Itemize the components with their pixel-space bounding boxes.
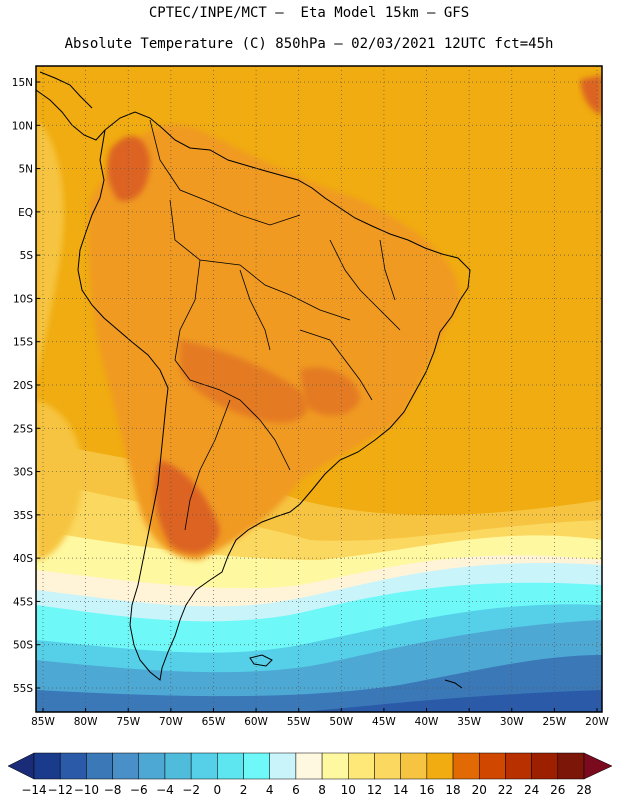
colorbar-label: −14 [21, 783, 46, 797]
lat-label: 10N [12, 120, 33, 132]
lon-label: 75W [116, 716, 140, 728]
colorbar-label: −10 [74, 783, 99, 797]
lat-label: 30S [13, 467, 33, 479]
colorbar-label: 20 [472, 783, 487, 797]
colorbar-boxes [33, 752, 585, 780]
south-georgia [444, 679, 463, 689]
lon-label: 65W [202, 716, 226, 728]
lon-label: 40W [415, 716, 439, 728]
map-frame [35, 65, 603, 713]
colorbar-box [190, 752, 218, 780]
colorbar-label: 2 [240, 783, 248, 797]
colorbar-box [86, 752, 113, 780]
map-title: CPTEC/INPE/MCT – Eta Model 15km – GFS [148, 5, 470, 21]
colorbar-label: 6 [292, 783, 300, 797]
colorbar-label: 10 [341, 783, 356, 797]
colorbar-box [452, 752, 480, 780]
colorbar-box [400, 752, 428, 780]
lat-label: 5S [20, 250, 34, 262]
colorbar-label: −4 [156, 783, 174, 797]
colorbar: −14 −12 −10 −8 −6 −4 −2 0 2 4 6 8 10 12 14 16 18 20 22 24 26… [7, 752, 613, 797]
colorbar-label: 22 [498, 783, 513, 797]
colorbar-label: 4 [266, 783, 274, 797]
lon-label: 45W [372, 716, 396, 728]
colorbar-label: 24 [524, 783, 539, 797]
colorbar-label: −12 [48, 783, 73, 797]
field-blue-dark-band [300, 690, 602, 712]
temperature-field [36, 66, 602, 712]
colorbar-box [217, 752, 244, 780]
colorbar-box [33, 752, 61, 780]
colorbar-label: 0 [214, 783, 222, 797]
colorbar-box [505, 752, 532, 780]
colorbar-box [59, 752, 87, 780]
falkland-islands [249, 654, 273, 667]
colorbar-under-arrow [7, 752, 35, 780]
colorbar-box [112, 752, 140, 780]
lat-label: 10S [13, 293, 33, 305]
field-hot-patch-central [180, 340, 308, 423]
colorbar-box [374, 752, 401, 780]
colorbar-box [348, 752, 375, 780]
field-hot-patch-atlantic [580, 75, 602, 115]
lon-label: 70W [159, 716, 183, 728]
colorbar-label: 18 [445, 783, 460, 797]
colorbar-label: −6 [130, 783, 148, 797]
colorbar-box [531, 752, 559, 780]
lon-label: 55W [287, 716, 311, 728]
colorbar-box [295, 752, 323, 780]
colorbar-box [426, 752, 454, 780]
lon-label: 50W [329, 716, 353, 728]
lat-label: EQ [18, 207, 33, 219]
lon-label: 25W [543, 716, 567, 728]
colorbar-label: 8 [318, 783, 326, 797]
colorbar-label: 16 [419, 783, 434, 797]
lat-label: 15N [12, 77, 33, 89]
lat-label: 35S [13, 510, 33, 522]
latitude-labels: 15N 10N 5N EQ 5S 10S 15S 20S 25S 30S 35S 40S 45S 50S 5… [12, 77, 40, 695]
colorbar-label: 28 [576, 783, 591, 797]
lon-label: 20W [585, 716, 609, 728]
colorbar-label: −2 [182, 783, 200, 797]
lon-label: 30W [500, 716, 524, 728]
colorbar-box [321, 752, 349, 780]
lat-label: 25S [13, 423, 33, 435]
lat-label: 15S [13, 337, 33, 349]
lon-label: 85W [31, 716, 55, 728]
field-north-band [36, 66, 602, 155]
colorbar-labels: −14 −12 −10 −8 −6 −4 −2 0 2 4 6 8 10 12 14 16 18 20 22 24 26… [21, 783, 591, 797]
field-mild-pacific-south [36, 400, 83, 560]
colorbar-box [478, 752, 506, 780]
colorbar-box [138, 752, 166, 780]
field-hot-patch-east [300, 367, 360, 416]
colorbar-label: −8 [104, 783, 122, 797]
south-america-coastline [77, 111, 471, 681]
colorbar-box [557, 752, 585, 780]
colorbar-over-arrow [583, 752, 613, 780]
colorbar-label: 12 [367, 783, 382, 797]
colorbar-box [164, 752, 192, 780]
colorbar-box [269, 752, 297, 780]
lat-label: 55S [13, 683, 33, 695]
colorbar-label: 26 [550, 783, 565, 797]
lat-label: 20S [13, 380, 33, 392]
lat-label: 5N [18, 164, 33, 176]
lat-label: 50S [13, 640, 33, 652]
lon-label: 60W [244, 716, 268, 728]
map-subtitle: Absolute Temperature (C) 850hPa – 02/03/… [64, 36, 554, 52]
colorbar-box [243, 752, 270, 780]
field-land-warm [88, 124, 461, 560]
lat-label: 45S [13, 596, 33, 608]
lon-label: 80W [74, 716, 98, 728]
lat-label: 40S [13, 553, 33, 565]
lon-label: 35W [457, 716, 481, 728]
colorbar-label: 14 [393, 783, 408, 797]
longitude-labels: 85W 80W 75W 70W 65W 60W 55W 50W 45W 40W 35W 30W 25W 2… [31, 708, 609, 728]
